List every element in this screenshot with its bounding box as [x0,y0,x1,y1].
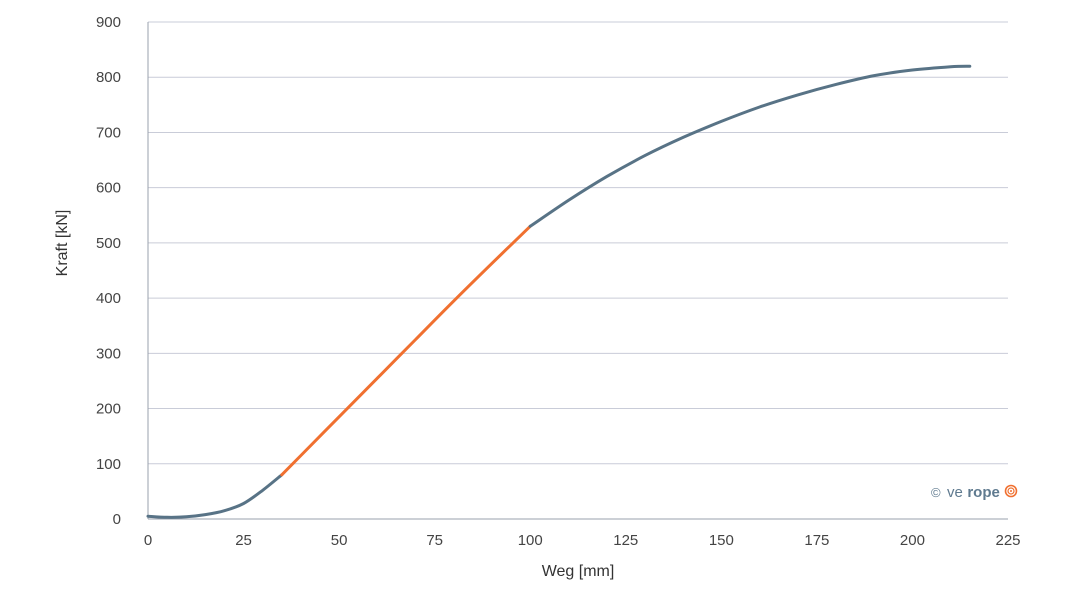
x-tick-label: 100 [518,532,543,549]
verope-logo: © ve rope [931,484,1018,501]
x-tick-label: 25 [235,532,252,549]
series-line-1 [146,473,284,519]
x-tick-label: 125 [613,532,638,549]
x-tick-label: 75 [426,532,443,549]
y-tick-labels: 0 100 200 300 400 500 600 700 800 900 [96,14,121,528]
copyright-symbol: © [931,485,941,500]
y-tick-label: 300 [96,345,121,362]
y-tick-label: 600 [96,180,121,197]
x-tick-labels: 0 25 50 75 100 125 150 175 200 225 [144,532,1021,549]
y-tick-label: 500 [96,235,121,252]
logo-text-rope: rope [967,484,1000,501]
y-tick-label: 400 [96,290,121,307]
x-tick-label: 50 [331,532,348,549]
y-tick-label: 0 [113,511,121,528]
y-axis-title: Kraft [kN] [54,210,71,277]
x-tick-label: 175 [804,532,829,549]
grid-lines [148,21,1008,465]
y-tick-label: 700 [96,124,121,141]
x-tick-label: 200 [900,532,925,549]
series-line-3 [528,64,972,228]
series-line-2 [280,224,532,477]
x-tick-label: 225 [995,532,1020,549]
y-tick-label: 200 [96,401,121,418]
y-tick-label: 900 [96,14,121,31]
x-axis-title: Weg [mm] [542,563,615,580]
x-tick-label: 150 [709,532,734,549]
x-tick-label: 0 [144,532,152,549]
logo-rope-icon [1004,484,1018,498]
y-tick-label: 100 [96,456,121,473]
series-lines [146,64,972,519]
logo-text-ve: ve [947,484,963,501]
y-tick-label: 800 [96,69,121,86]
svg-text:© ve rope: © ve rope [931,484,1000,501]
